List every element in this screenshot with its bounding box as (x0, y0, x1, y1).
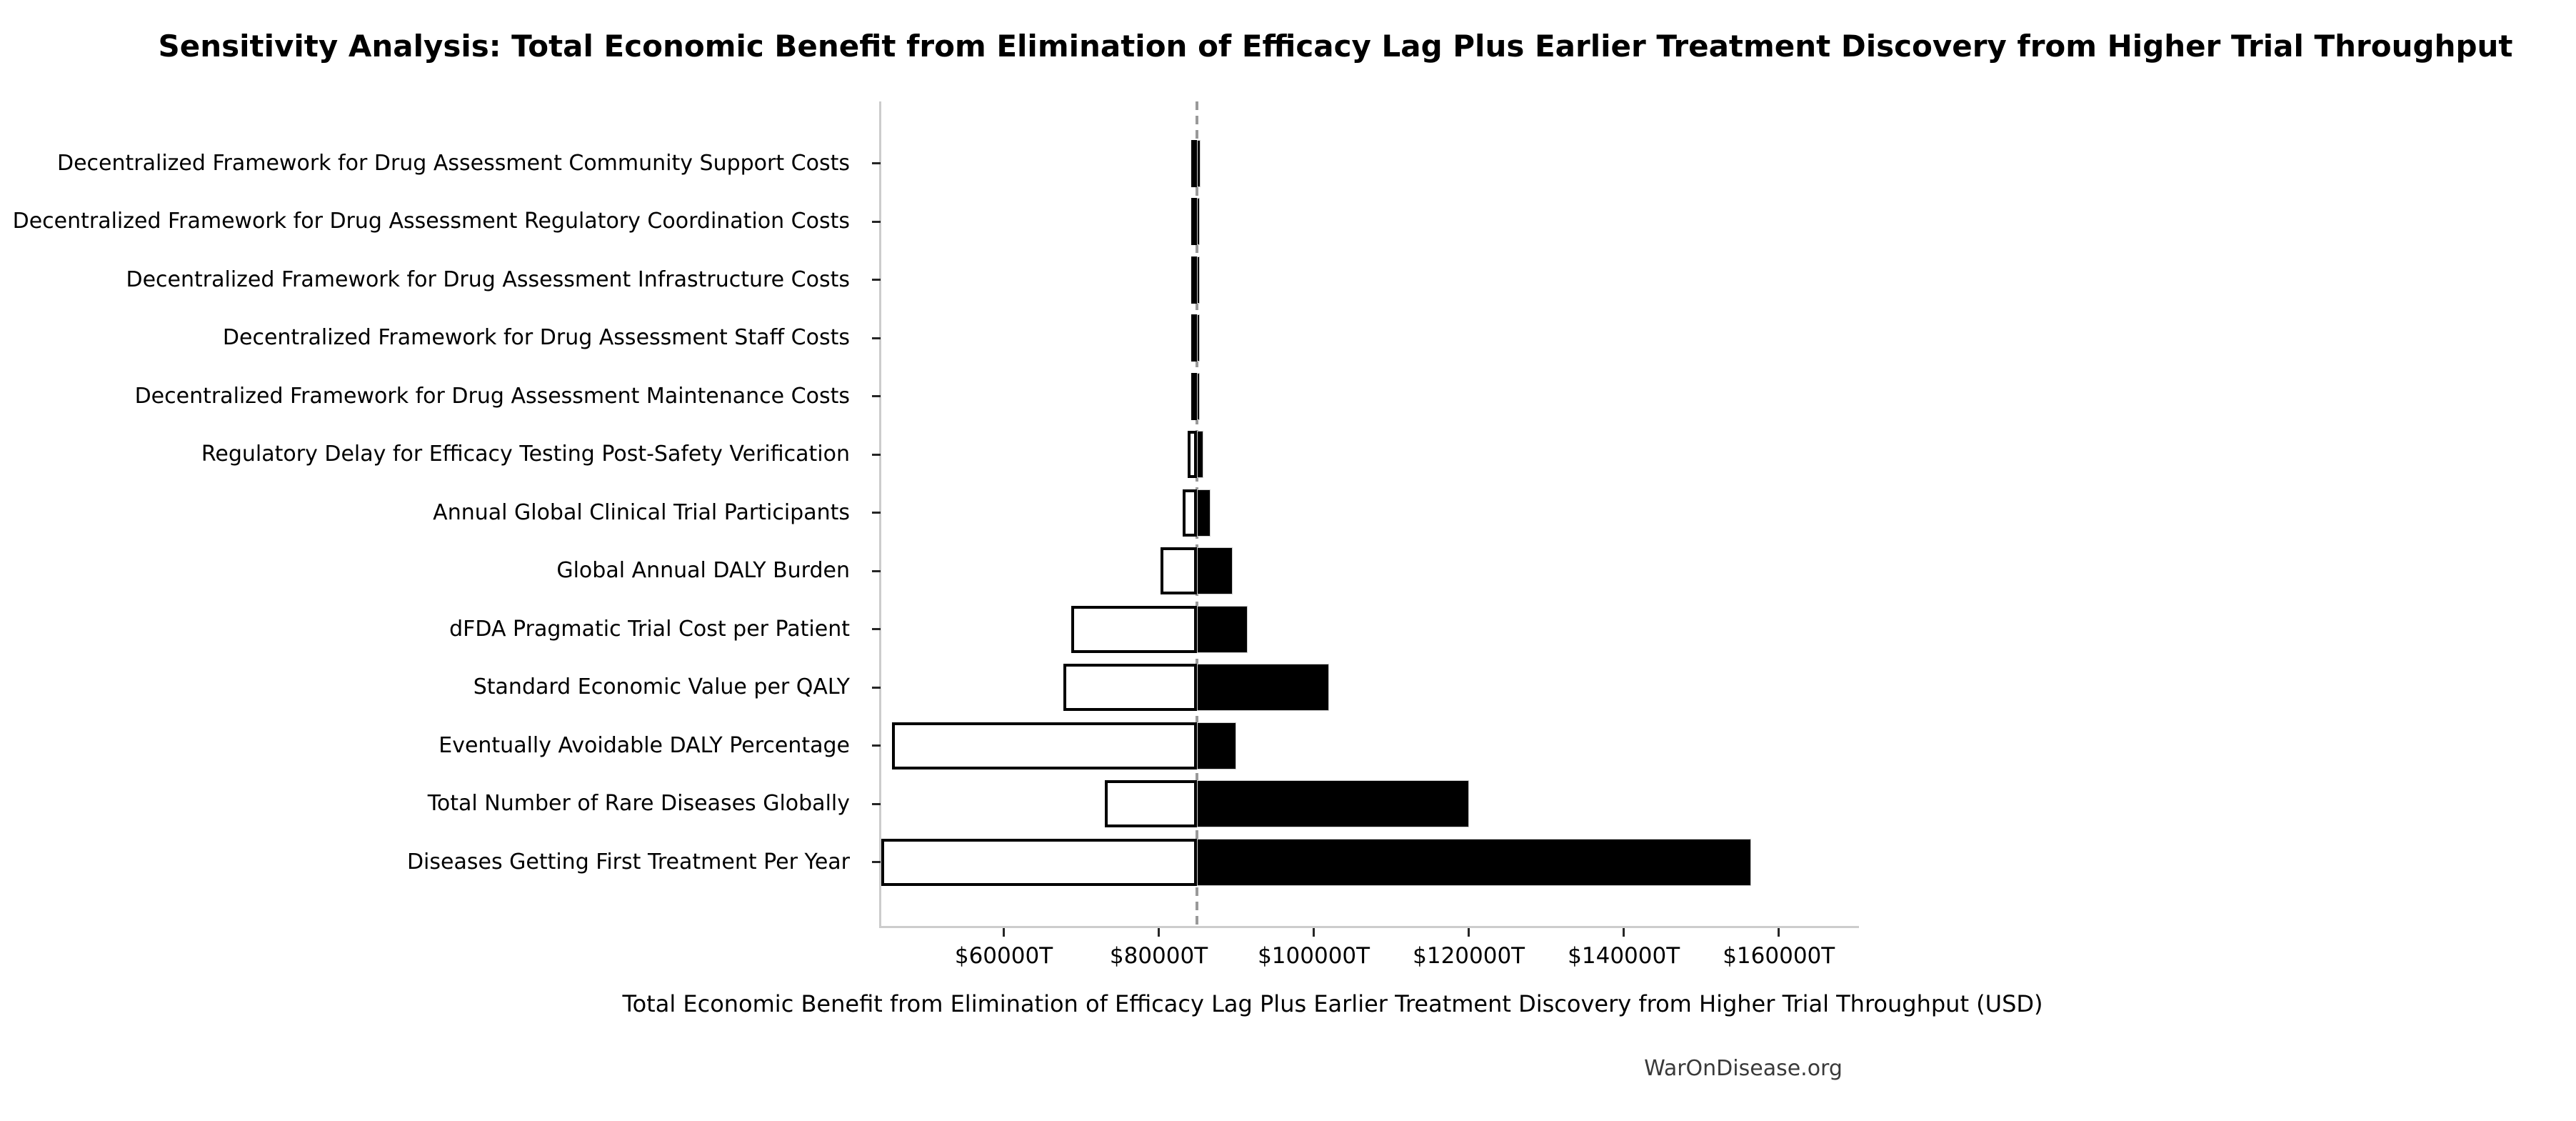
bar-high-segment (1196, 547, 1233, 594)
y-tick-mark (872, 395, 881, 397)
y-tick-mark (872, 686, 881, 689)
bar-high-segment (1196, 256, 1201, 304)
x-tick-label: $140000T (1568, 943, 1680, 969)
y-tick-mark (872, 279, 881, 281)
bar-high-segment (1196, 489, 1211, 537)
bar-high-segment (1196, 314, 1200, 362)
y-category-label: Standard Economic Value per QALY (473, 674, 850, 699)
y-category-label: Decentralized Framework for Drug Assessm… (12, 209, 850, 234)
y-category-label: Annual Global Clinical Trial Participant… (433, 499, 850, 525)
y-category-label: Global Annual DALY Burden (556, 558, 850, 583)
x-tick-label: $60000T (954, 943, 1053, 969)
bar-low-segment (1191, 256, 1197, 304)
y-category-label: Total Number of Rare Diseases Globally (427, 791, 850, 816)
x-tick-mark (1468, 928, 1470, 937)
y-tick-mark (872, 628, 881, 630)
y-category-label: Decentralized Framework for Drug Assessm… (222, 325, 850, 350)
watermark-text: WarOnDisease.org (1644, 1056, 1843, 1081)
x-tick-label: $160000T (1723, 943, 1835, 969)
chart-title: Sensitivity Analysis: Total Economic Ben… (158, 29, 2513, 64)
x-tick-mark (1313, 928, 1315, 937)
y-category-label: Decentralized Framework for Drug Assessm… (126, 266, 850, 292)
bar-low-segment (1191, 372, 1197, 420)
y-tick-mark (872, 162, 881, 164)
y-tick-mark (872, 802, 881, 805)
x-tick-mark (1778, 928, 1780, 937)
bar-high-segment (1196, 372, 1200, 420)
x-tick-label: $120000T (1413, 943, 1525, 969)
x-axis-label: Total Economic Benefit from Elimination … (622, 990, 2043, 1017)
bar-low-segment (1071, 605, 1197, 653)
y-category-label: Diseases Getting First Treatment Per Yea… (406, 849, 850, 875)
bar-low-segment (1191, 314, 1197, 362)
bar-high-segment (1196, 605, 1248, 653)
bar-low-segment (1187, 431, 1197, 478)
bar-high-segment (1196, 198, 1201, 245)
y-tick-mark (872, 220, 881, 223)
y-tick-mark (872, 337, 881, 339)
bar-high-segment (1196, 664, 1330, 711)
x-tick-mark (1623, 928, 1625, 937)
bar-low-segment (1063, 664, 1197, 711)
y-tick-mark (872, 512, 881, 514)
y-tick-mark (872, 744, 881, 747)
bar-high-segment (1196, 431, 1204, 478)
bar-low-segment (892, 722, 1197, 769)
x-tick-mark (1003, 928, 1005, 937)
y-category-label: Eventually Avoidable DALY Percentage (438, 732, 850, 758)
y-category-label: dFDA Pragmatic Trial Cost per Patient (449, 616, 850, 642)
x-tick-label: $100000T (1258, 943, 1370, 969)
bar-low-segment (1191, 198, 1197, 245)
bar-high-segment (1196, 780, 1469, 827)
x-tick-label: $80000T (1109, 943, 1208, 969)
bar-high-segment (1196, 722, 1237, 769)
x-axis-spine (879, 926, 1859, 928)
y-tick-mark (872, 861, 881, 863)
bar-high-segment (1196, 139, 1201, 187)
bar-low-segment (1183, 489, 1197, 537)
y-tick-mark (872, 453, 881, 456)
bar-low-segment (1104, 780, 1197, 827)
y-axis-spine (879, 101, 881, 928)
bar-low-segment (1191, 139, 1197, 187)
bar-high-segment (1196, 838, 1751, 886)
y-category-label: Decentralized Framework for Drug Assessm… (134, 383, 850, 409)
y-tick-mark (872, 569, 881, 572)
bar-low-segment (881, 838, 1197, 886)
x-tick-mark (1158, 928, 1161, 937)
bar-low-segment (1160, 547, 1197, 594)
y-category-label: Decentralized Framework for Drug Assessm… (57, 150, 850, 176)
y-category-label: Regulatory Delay for Efficacy Testing Po… (201, 442, 850, 467)
